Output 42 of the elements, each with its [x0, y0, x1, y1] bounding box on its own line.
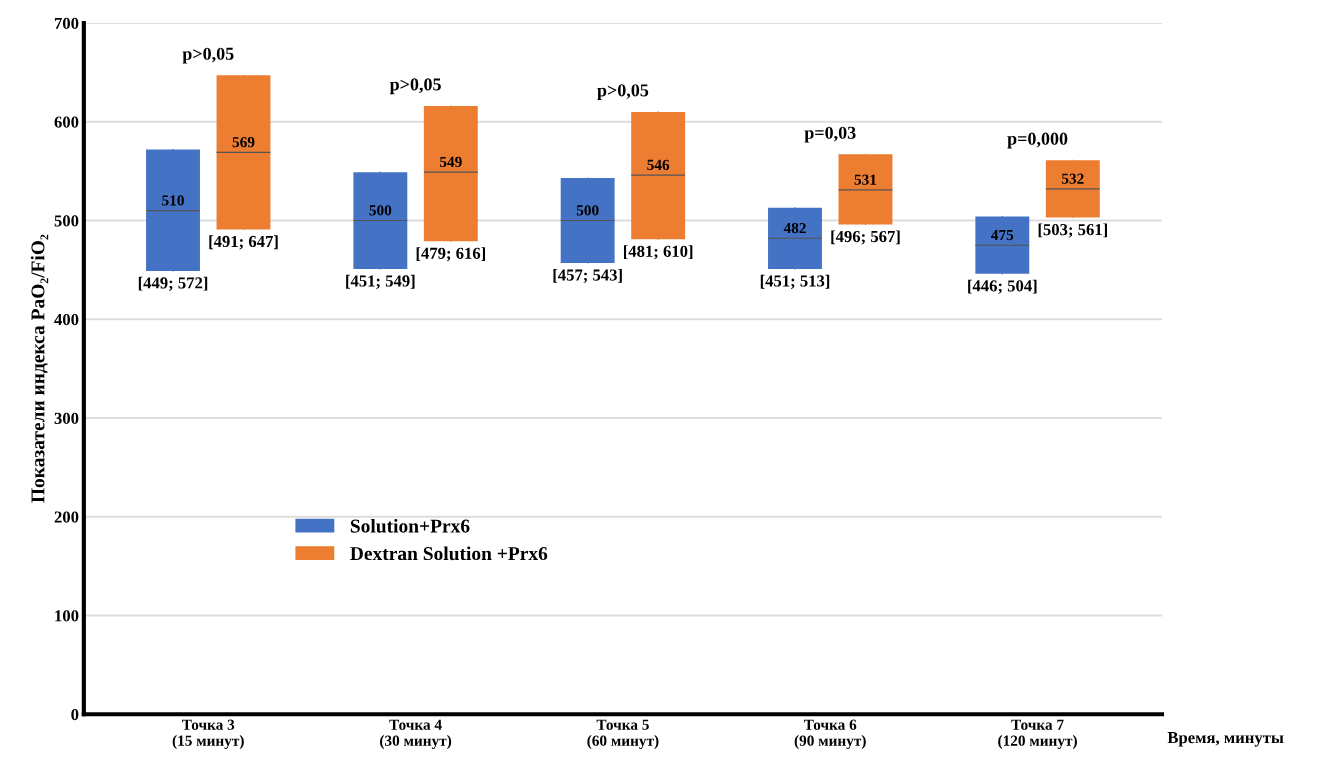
text: [451; 513] [760, 274, 830, 289]
annotation: 569 [232, 137, 255, 148]
text: [479; 616] [416, 247, 485, 262]
text: [481; 610] [623, 245, 693, 260]
y-axis-title: Показатели индекса PaO₂/FiO₂ [30, 234, 49, 503]
annotation: p=0,000 [1007, 132, 1068, 149]
annotation: p>0,05 [389, 78, 441, 95]
annotation: 549 [439, 156, 462, 168]
x-tick-label: Точка 6 (90 минут) [794, 719, 866, 749]
annotation: p=0,03 [804, 126, 856, 143]
legend-label: Solution+Prx6 [350, 518, 470, 533]
text: [491; 647] [209, 235, 278, 250]
annotation: 475 [991, 229, 1014, 241]
y-tick-label: 100 [55, 610, 79, 622]
text: [457; 543] [553, 268, 622, 284]
y-tick-label: 600 [54, 116, 79, 128]
x-tick-label: Точка 3 (15 минут) [172, 719, 244, 749]
text: [451; 549] [346, 274, 415, 289]
text: [446; 504] [968, 279, 1037, 294]
legend-label: Dextran Solution +Prx6 [350, 546, 548, 561]
annotation: 546 [647, 159, 670, 171]
annotation: p>0,05 [597, 84, 649, 101]
y-tick-label: 400 [54, 313, 79, 326]
annotation: 500 [369, 205, 392, 216]
y-tick-label: 200 [54, 511, 79, 523]
x-tick-label: Точка 5 (60 минут) [587, 719, 659, 749]
x-tick-label: Точка 7 (120 минут) [998, 719, 1077, 749]
annotation: 500 [576, 205, 599, 216]
y-tick-label: 300 [54, 412, 79, 424]
text: [449; 572] [138, 276, 208, 291]
y-tick-label: 500 [54, 215, 79, 227]
y-tick-label: 0 [71, 708, 79, 721]
annotation: 510 [162, 195, 184, 206]
annotation: 531 [854, 174, 877, 185]
x-axis-title: Время, минуты [1167, 732, 1284, 747]
annotation: p>0,05 [182, 47, 234, 64]
text: [503; 561] [1038, 223, 1107, 238]
text: [496; 567] [831, 230, 900, 245]
x-tick-label: Точка 4 (30 минут) [380, 719, 452, 749]
annotation: 482 [783, 222, 806, 234]
y-tick-label: 700 [54, 17, 79, 29]
annotation: 532 [1061, 173, 1084, 184]
